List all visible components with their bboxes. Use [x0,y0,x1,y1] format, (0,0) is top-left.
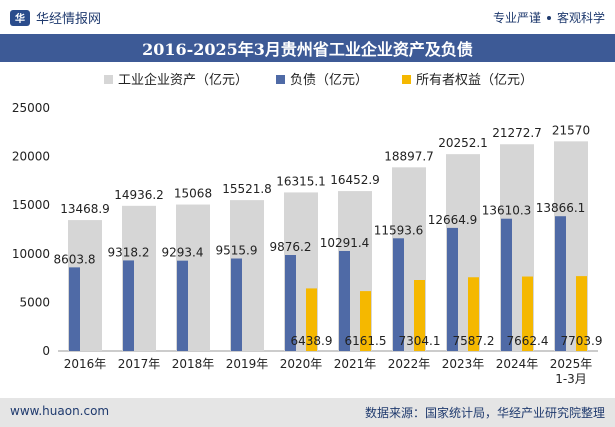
bar-chart: 工业企业资产（亿元） 负债（亿元） 所有者权益（亿元） 0 5000 10000 15000… [12,72,603,386]
tagline-right: 客观科学 [556,11,605,25]
legend-swatch-0 [104,75,113,84]
x-tick-label-line: 2020年 [280,357,323,371]
x-tick-label-line: 1-3月 [555,372,587,386]
data-label-assets-7: 20252.1 [438,136,488,150]
bar-equity-4 [306,288,317,351]
data-label-equity-9: 7703.9 [561,334,603,348]
footer-source: 数据来源：国家统计局，华经产业研究院整理 [364,406,605,420]
data-label-liabilities-0: 8603.8 [54,252,96,266]
tagline-left: 专业严谨 [492,11,541,25]
bar-liabilities-2 [177,260,188,351]
x-tick-label-1: 2017年 [118,357,161,371]
brand-logo: 华 [10,9,30,26]
x-tick-label-line: 2025年 [550,357,593,371]
data-label-liabilities-9: 13866.1 [536,201,586,215]
data-label-assets-0: 13468.9 [60,202,110,216]
brand-name: 华经情报网 [36,12,102,27]
x-tick-label-line: 2019年 [226,357,269,371]
data-label-liabilities-5: 10291.4 [320,236,370,250]
bar-liabilities-7 [447,227,458,351]
x-tick-label-0: 2016年 [64,357,107,371]
data-label-liabilities-1: 9318.2 [108,245,150,259]
x-tick-label-2: 2018年 [172,357,215,371]
data-label-liabilities-3: 9515.9 [216,244,258,258]
brand: 华 华经情报网 [10,8,101,27]
x-tick-label-line: 2018年 [172,357,215,371]
x-tick-label-line: 2016年 [64,357,107,371]
x-tick-label-5: 2021年 [334,357,377,371]
tagline: 专业严谨 客观科学 [493,9,605,26]
data-label-equity-8: 7662.4 [507,334,549,348]
data-label-liabilities-2: 9293.4 [162,246,204,260]
data-label-liabilities-4: 9876.2 [270,240,312,254]
x-tick-label-9: 2025年 1-3月 [550,357,593,386]
bar-equity-7 [468,277,479,351]
data-label-equity-5: 6161.5 [345,334,387,348]
data-label-assets-2: 15068 [174,187,212,201]
data-label-assets-9: 21570 [552,123,590,137]
bar-equity-8 [522,276,533,351]
data-label-assets-6: 18897.7 [384,149,434,163]
data-label-assets-4: 16315.1 [276,174,326,188]
legend-label-0: 工业企业资产（亿元） [118,72,248,88]
data-label-equity-6: 7304.1 [399,334,441,348]
separator-dot [546,15,551,20]
bar-liabilities-9 [555,216,566,351]
x-tick-label-6: 2022年 [388,357,431,371]
x-tick-label-line: 2021年 [334,357,377,371]
legend-label-1: 负债（亿元） [290,73,368,88]
data-label-liabilities-8: 13610.3 [482,204,532,218]
bar-liabilities-8 [501,218,512,351]
x-tick-label-7: 2023年 [442,357,485,371]
data-label-liabilities-7: 12664.9 [428,213,478,227]
bar-liabilities-3 [231,258,242,351]
bar-equity-9 [576,276,587,351]
x-tick-label-line: 2017年 [118,357,161,371]
x-tick-label-line: 2024年 [496,357,539,371]
bar-liabilities-6 [393,238,404,351]
data-label-equity-4: 6438.9 [291,334,333,348]
bar-liabilities-0 [69,267,80,351]
y-tick-label-0: 0 [42,344,50,358]
bar-equity-6 [414,280,425,351]
data-label-assets-5: 16452.9 [330,173,380,187]
y-tick-label-5: 25000 [12,101,50,115]
legend-swatch-1 [276,75,285,84]
bar-liabilities-4 [285,255,296,351]
x-tick-label-line: 2023年 [442,357,485,371]
data-label-assets-8: 21272.7 [492,126,542,140]
x-tick-label-line: 2022年 [388,357,431,371]
footer: www.huaon.com 数据来源：国家统计局，华经产业研究院整理 [0,398,615,427]
chart-title: 2016-2025年3月贵州省工业企业资产及负债 [0,34,615,62]
top-bar: 华 华经情报网 专业严谨 客观科学 [0,0,615,34]
legend-swatch-2 [402,75,411,84]
legend-label-2: 所有者权益（亿元） [416,72,533,88]
y-tick-label-1: 5000 [19,295,50,309]
footer-website: www.huaon.com [10,404,110,418]
y-tick-label-3: 15000 [12,198,50,212]
data-label-equity-7: 7587.2 [453,334,495,348]
y-tick-label-4: 20000 [12,150,50,164]
data-label-assets-1: 14936.2 [114,188,164,202]
x-tick-label-3: 2019年 [226,357,269,371]
bar-liabilities-5 [339,250,350,351]
bar-liabilities-1 [123,260,134,351]
y-tick-label-2: 10000 [12,247,50,261]
data-label-assets-3: 15521.8 [222,182,272,196]
x-tick-label-8: 2024年 [496,357,539,371]
data-label-liabilities-6: 11593.6 [374,223,424,237]
bar-equity-5 [360,291,371,351]
x-tick-label-4: 2020年 [280,357,323,371]
